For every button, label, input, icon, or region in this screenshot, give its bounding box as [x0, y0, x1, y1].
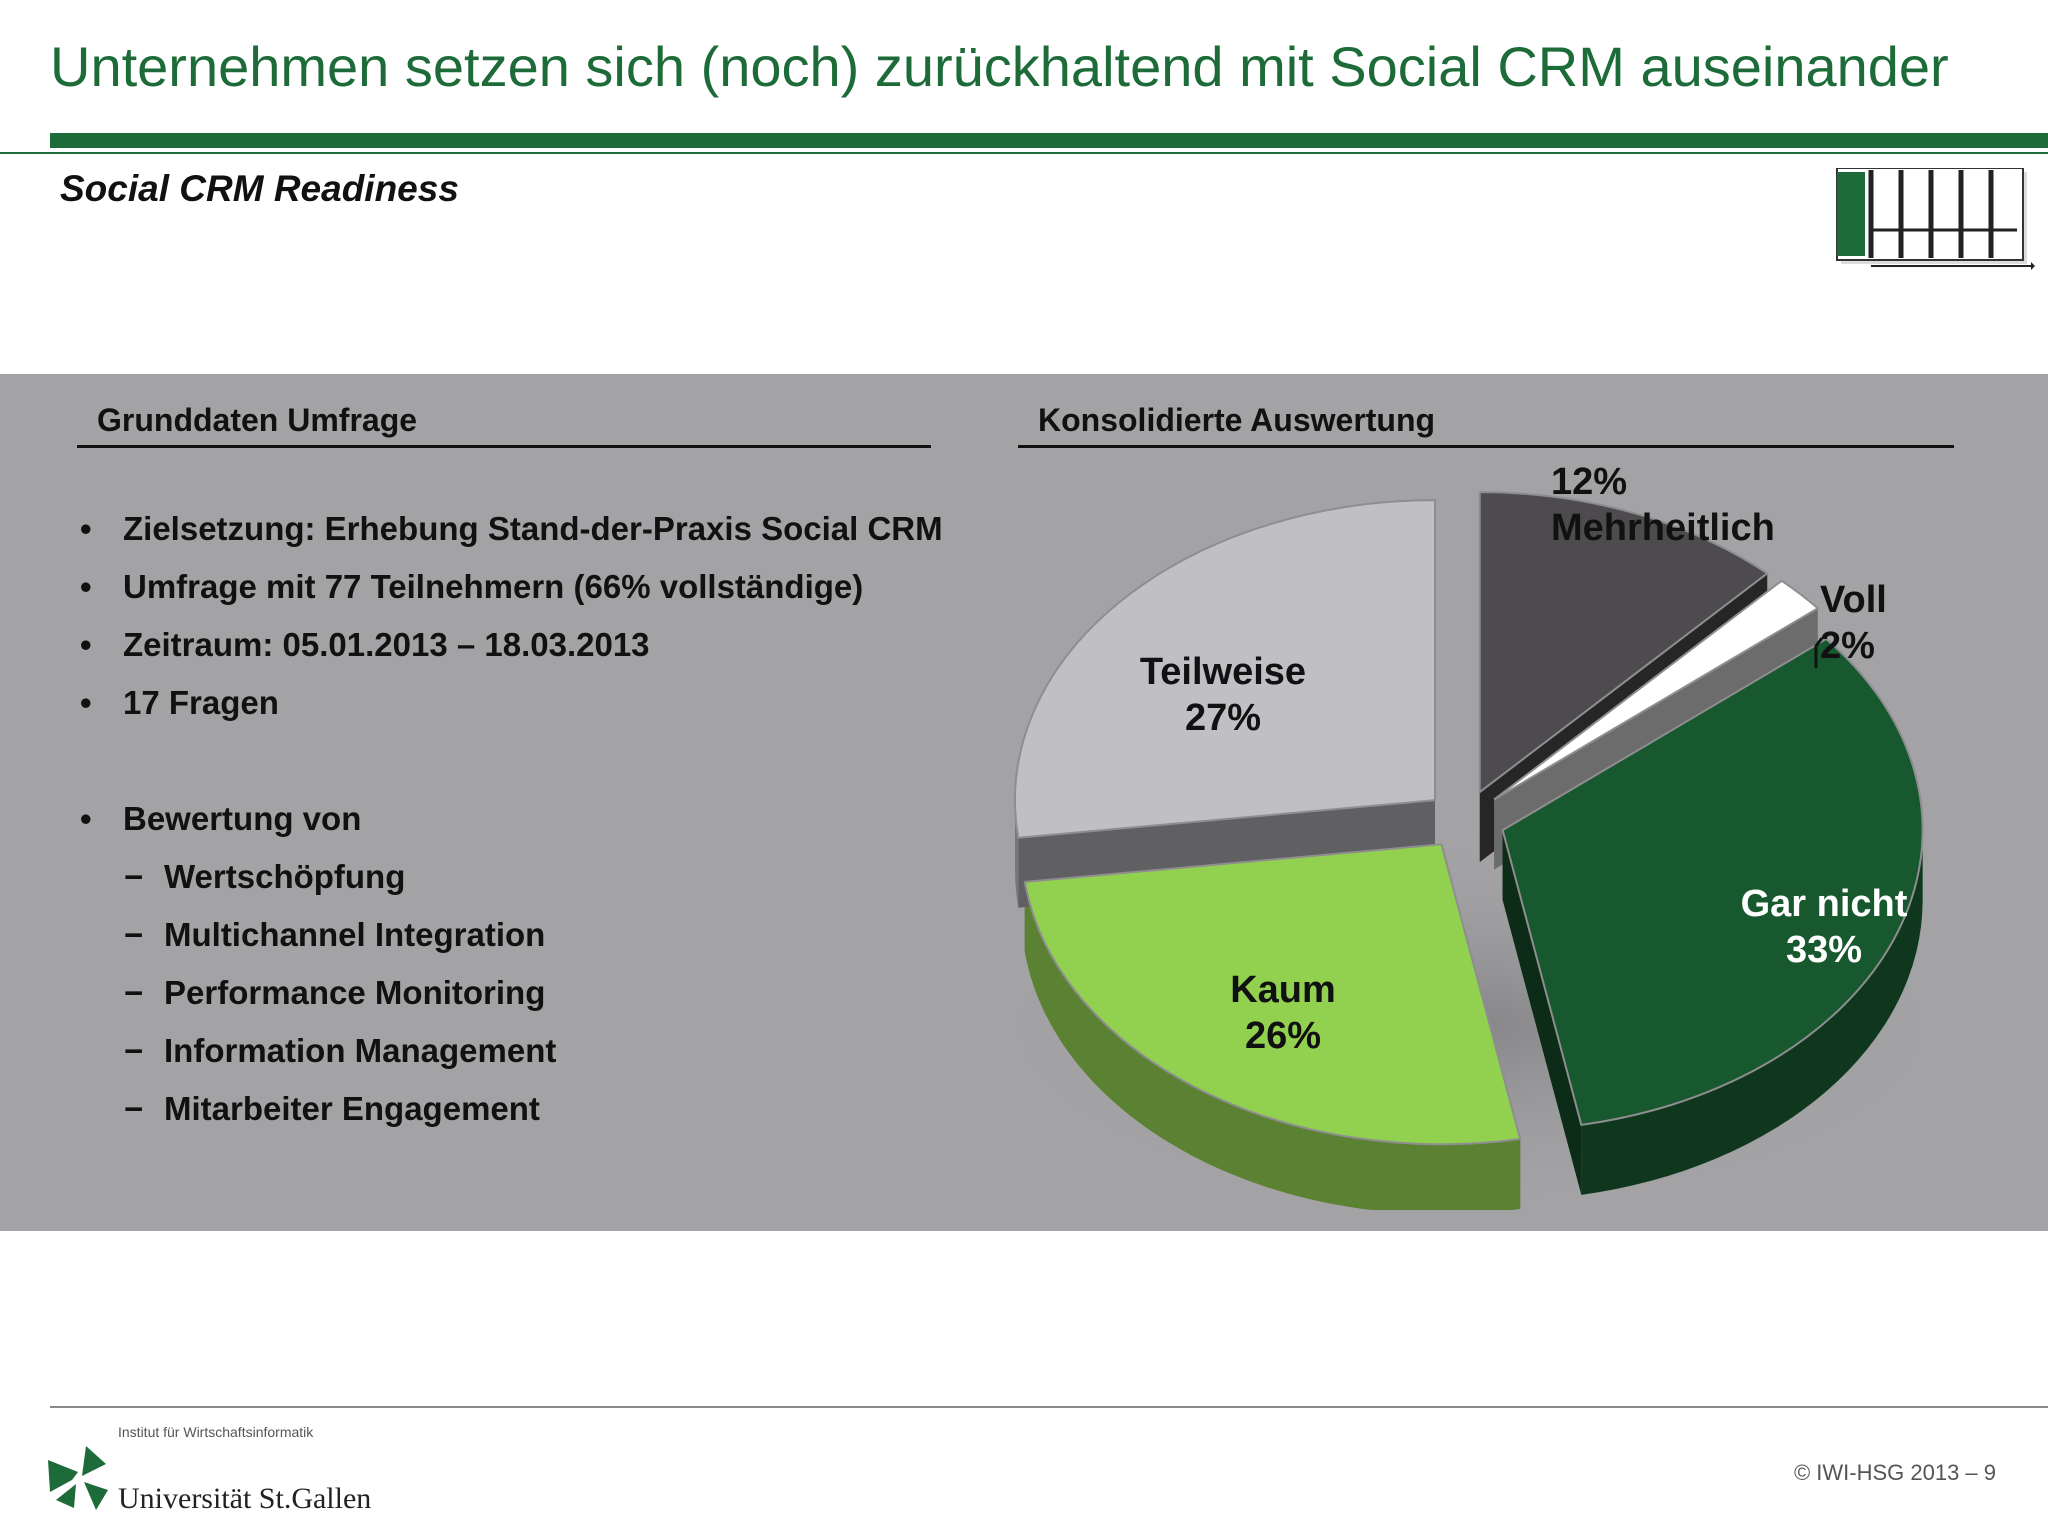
- sub-bullet-marker: −: [124, 916, 144, 953]
- pie-label-voll: Voll 2%: [1820, 577, 1930, 669]
- pie-label-mehrheitlich: 12% Mehrheitlich: [1551, 459, 1811, 551]
- sub-bullet-marker: −: [124, 1090, 144, 1127]
- pie-label-value: 33%: [1785, 929, 1863, 971]
- slide-subtitle: Social CRM Readiness: [60, 168, 459, 209]
- copyright: © IWI-HSG 2013 – 9: [1793, 1460, 1996, 1485]
- pie-label-kaum: Kaum 26%: [1193, 967, 1373, 1059]
- sub-bullet-text: Information Management: [164, 1032, 557, 1069]
- institute-name: Institut für Wirtschaftsinformatik: [118, 1424, 314, 1440]
- right-heading: Konsolidierte Auswertung: [1038, 402, 1436, 438]
- bullet-item: • Zeitraum: 05.01.2013 – 18.03.2013: [80, 626, 980, 676]
- sub-bullet-text: Performance Monitoring: [164, 974, 546, 1011]
- bullet-marker: •: [80, 626, 92, 663]
- sub-bullet-item: − Mitarbeiter Engagement: [80, 1090, 980, 1140]
- sub-bullet-item: − Wertschöpfung: [80, 858, 980, 908]
- pie-label-value: 27%: [1184, 697, 1262, 739]
- bullet-item: • Umfrage mit 77 Teilnehmern (66% vollst…: [80, 568, 980, 618]
- bullet-text: Umfrage mit 77 Teilnehmern (66% vollstän…: [123, 568, 864, 605]
- pie-label-name: Voll: [1820, 579, 1887, 621]
- pie-slice-gar-nicht: [1501, 637, 1924, 1126]
- sub-bullet-text: Multichannel Integration: [164, 916, 546, 953]
- pie-label-gar-nicht: Gar nicht 33%: [1718, 881, 1930, 973]
- pie-slice-kaum: [1023, 843, 1522, 1146]
- university-name: Universität St.Gallen: [118, 1482, 372, 1515]
- footer-rule: [50, 1406, 2048, 1408]
- bullet-marker: •: [80, 684, 92, 721]
- bullet-item: • Bewertung von: [80, 800, 980, 850]
- right-heading-rule: [1018, 445, 1954, 448]
- readiness-diagram-icon: [1836, 168, 2035, 270]
- sub-bullet-marker: −: [124, 1032, 144, 1069]
- voll-leader-line: [1814, 637, 1824, 668]
- pie-label-name: Kaum: [1230, 969, 1336, 1011]
- left-heading-rule: [77, 445, 931, 448]
- bullet-item: • Zielsetzung: Erhebung Stand-der-Praxis…: [80, 510, 980, 560]
- pie-slice-voll: [1493, 579, 1820, 801]
- sub-bullet-item: − Multichannel Integration: [80, 916, 980, 966]
- pie-tops: [1013, 491, 1924, 1146]
- left-heading: Grunddaten Umfrage: [97, 402, 418, 438]
- bullet-text: Bewertung von: [123, 800, 362, 837]
- pie-label-name: Gar nicht: [1740, 883, 1908, 925]
- pie-label-value: 12%: [1551, 461, 1628, 503]
- sub-bullet-item: − Information Management: [80, 1032, 980, 1082]
- pie-side-kaum: [1024, 881, 1521, 1210]
- bullet-text: 17 Fragen: [123, 684, 279, 721]
- pie-label-name: Teilweise: [1139, 651, 1307, 693]
- sub-bullet-text: Wertschöpfung: [164, 858, 406, 895]
- slide-title: Unternehmen setzen sich (noch) zurückhal…: [50, 35, 1949, 98]
- bullet-item: • 17 Fragen: [80, 684, 980, 734]
- pie-label-value: 26%: [1244, 1015, 1322, 1057]
- bullet-marker: •: [80, 568, 92, 605]
- pie-label-value: 2%: [1820, 625, 1875, 667]
- sub-bullet-marker: −: [124, 974, 144, 1011]
- sub-bullet-item: − Performance Monitoring: [80, 974, 980, 1024]
- title-rule-thick: [50, 133, 2048, 148]
- pie-label-teilweise: Teilweise 27%: [1133, 649, 1313, 741]
- pie-slice-mehrheitlich: [1478, 491, 1769, 795]
- pie-side-gar-nicht: [1581, 830, 1923, 1195]
- readiness-pie-chart: [990, 491, 1970, 1210]
- bullet-text: Zielsetzung: Erhebung Stand-der-Praxis S…: [123, 510, 943, 547]
- hsg-logo-icon: [48, 1446, 108, 1510]
- pie-label-name: Mehrheitlich: [1551, 507, 1775, 549]
- title-rule-thin: [0, 152, 2048, 154]
- sub-bullet-text: Mitarbeiter Engagement: [164, 1090, 540, 1127]
- pie-cut-face-gar-nicht: [1502, 830, 1582, 1195]
- bullet-marker: •: [80, 800, 92, 837]
- bullet-marker: •: [80, 510, 92, 547]
- bullet-text: Zeitraum: 05.01.2013 – 18.03.2013: [123, 626, 650, 663]
- sub-bullet-marker: −: [124, 858, 144, 895]
- pie-slice-teilweise: [1013, 499, 1436, 839]
